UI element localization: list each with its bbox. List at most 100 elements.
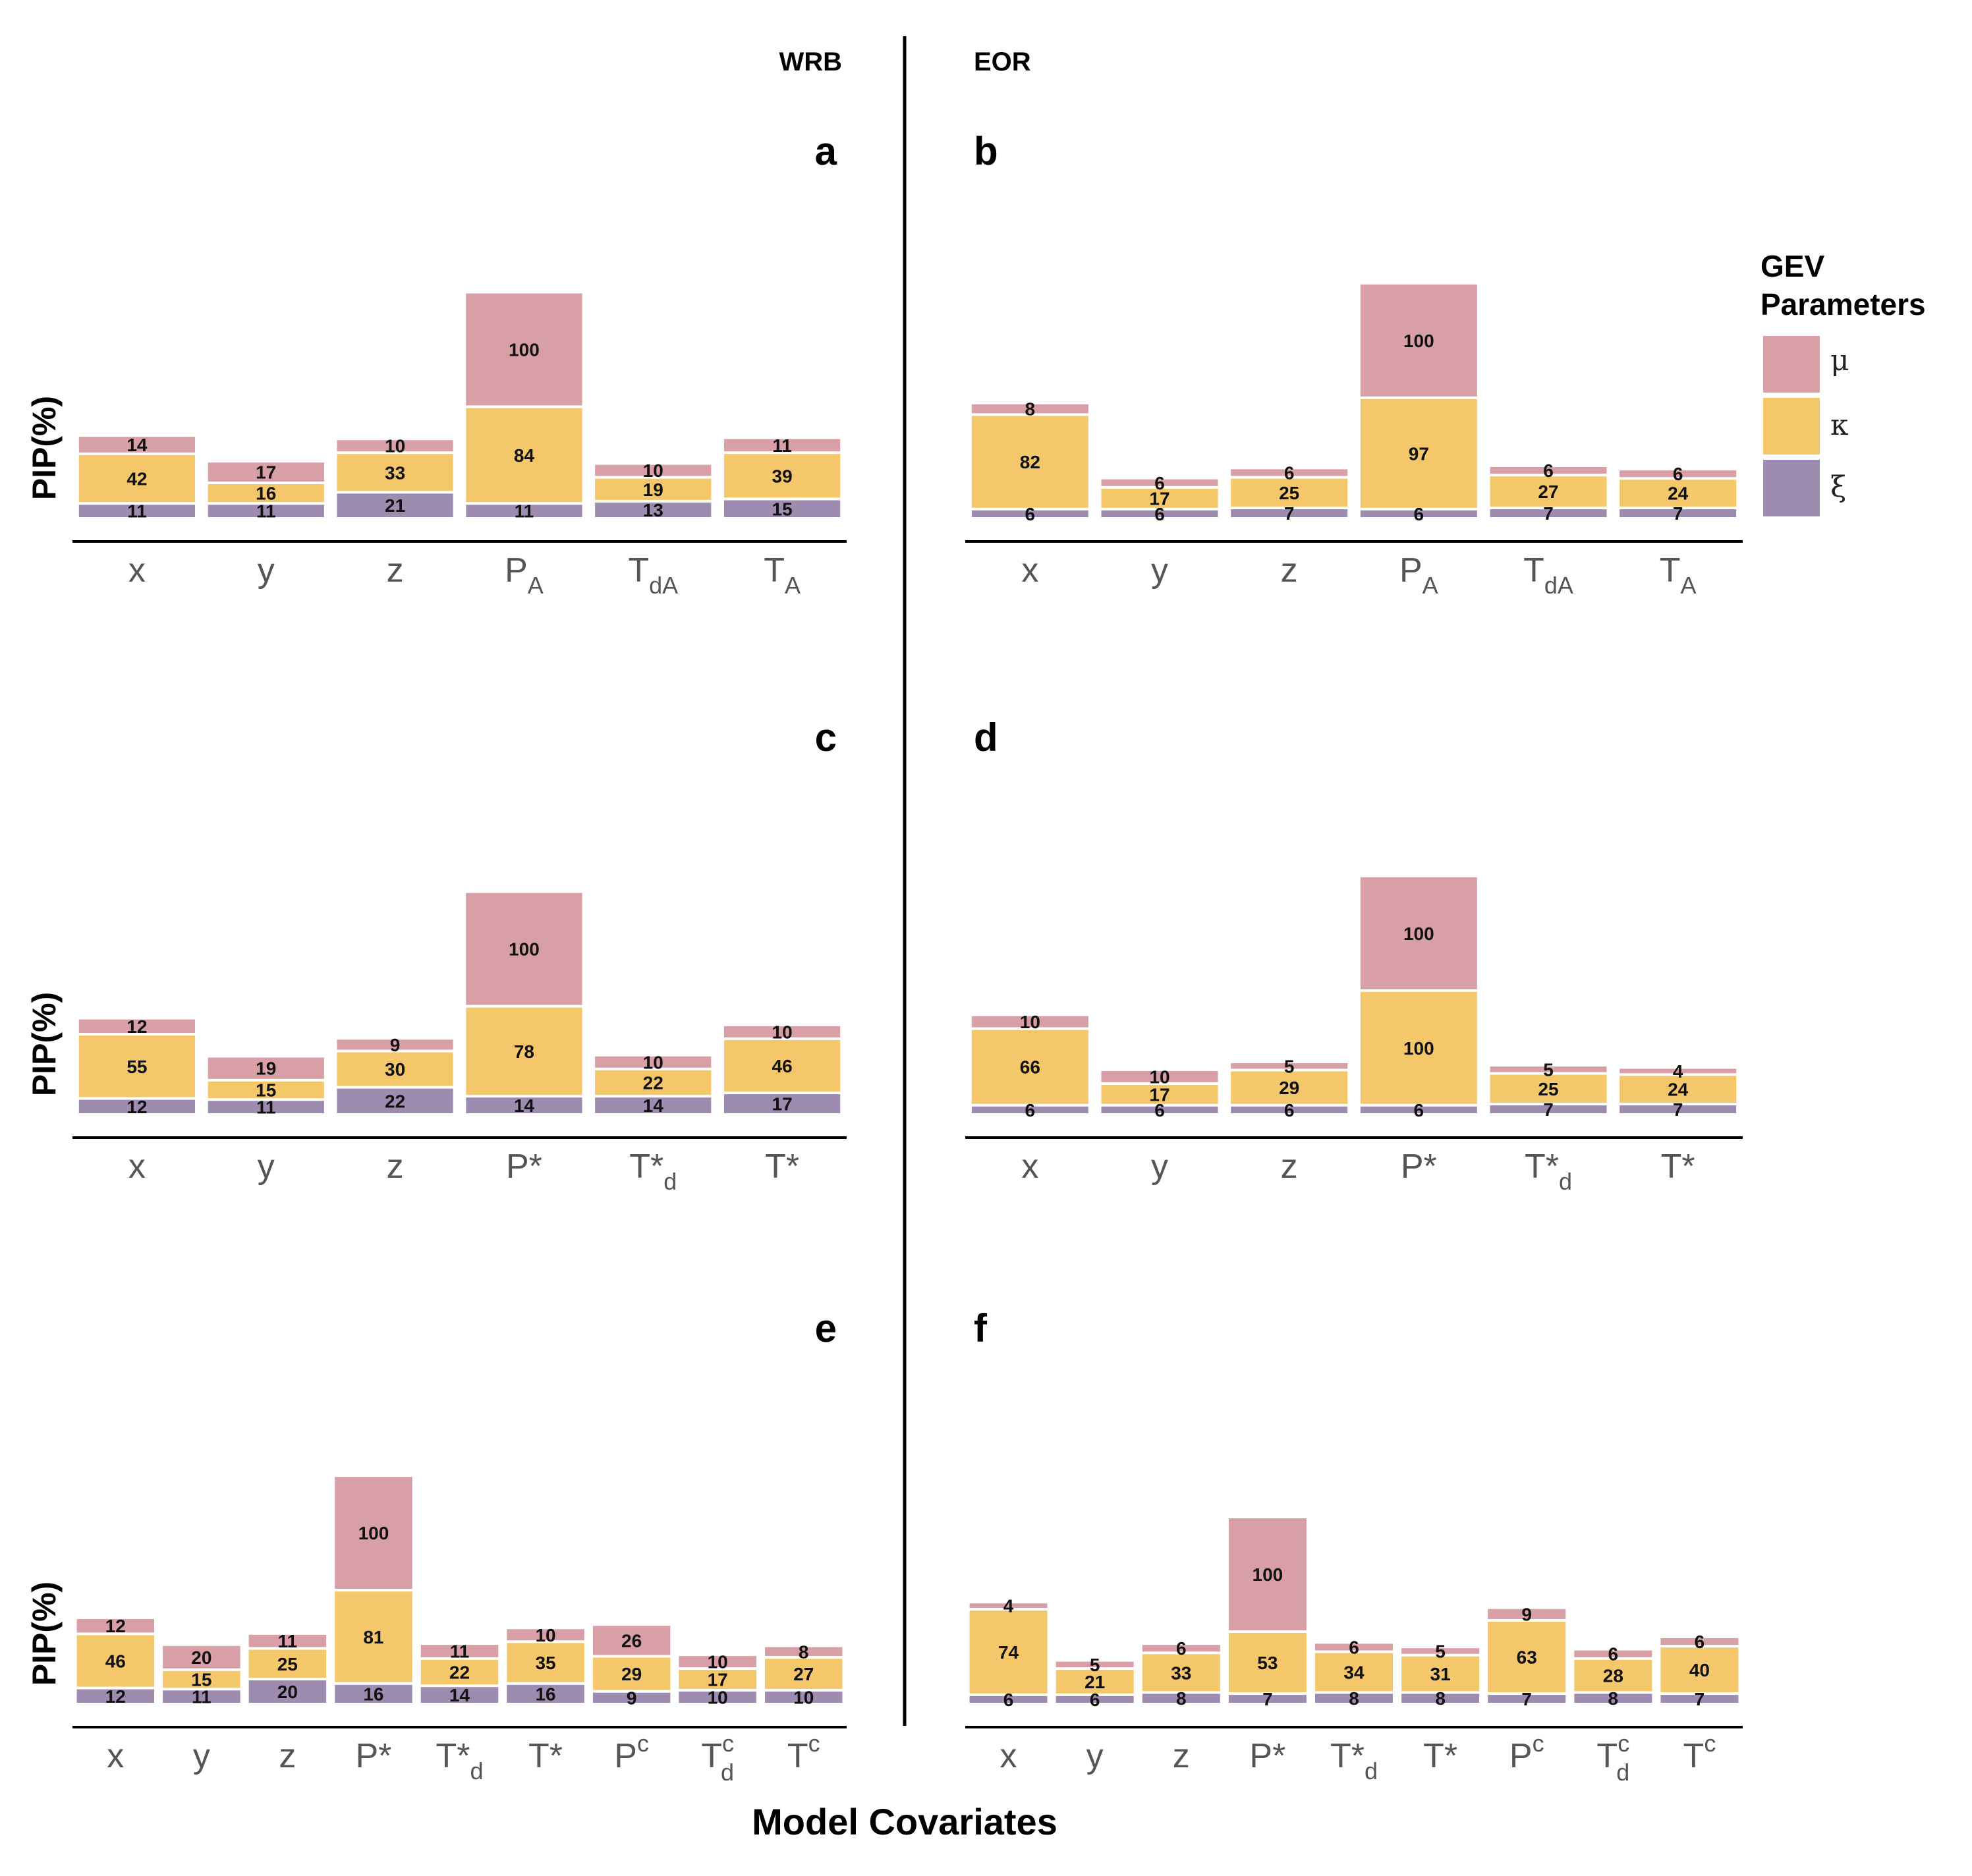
data-label-mu: 11 bbox=[450, 1641, 470, 1661]
tick-label: P* bbox=[1401, 1147, 1437, 1186]
bar-segment-kappa bbox=[76, 1635, 155, 1687]
data-label-xi: 6 bbox=[1414, 1100, 1424, 1120]
data-label-kappa: 84 bbox=[514, 445, 535, 466]
data-label-mu: 10 bbox=[1020, 1012, 1040, 1032]
bar-segment-mu bbox=[1101, 1070, 1218, 1082]
bar-segment-kappa bbox=[592, 1657, 671, 1690]
data-label-mu: 5 bbox=[1543, 1059, 1554, 1080]
bar-segment-kappa bbox=[1360, 399, 1477, 508]
legend-title-line2: Parameters bbox=[1761, 287, 1926, 321]
tick-label: y bbox=[1151, 551, 1168, 590]
tick-label: z bbox=[387, 551, 404, 590]
data-label-mu: 10 bbox=[643, 460, 663, 481]
bar-segment-kappa bbox=[78, 1035, 196, 1097]
data-label-mu: 6 bbox=[1284, 463, 1295, 483]
tick-label: x bbox=[128, 1147, 146, 1186]
data-label-xi: 10 bbox=[708, 1688, 728, 1708]
bar-segment-kappa bbox=[1620, 1076, 1737, 1103]
bar-segment-xi bbox=[971, 1106, 1088, 1113]
data-label-kappa: 22 bbox=[643, 1073, 663, 1093]
bar-segment-mu bbox=[971, 404, 1088, 414]
bar-segment-xi bbox=[1490, 509, 1607, 517]
panel-f: f6744x6215y8336z753100P*8346T*d8315T*763… bbox=[965, 1306, 1743, 1786]
data-label-xi: 11 bbox=[127, 501, 147, 522]
data-label-mu: 11 bbox=[772, 435, 792, 456]
y-axis-label-c: PIP(%) bbox=[26, 992, 63, 1096]
bar-segment-kappa bbox=[1231, 1071, 1348, 1104]
data-label-kappa: 25 bbox=[1538, 1079, 1558, 1099]
tick-label: T* bbox=[1661, 1147, 1695, 1186]
bar-segment-kappa bbox=[764, 1659, 843, 1689]
bar-segment-mu bbox=[208, 462, 324, 482]
bar-segment-mu bbox=[1620, 1068, 1737, 1074]
tick-label: P* bbox=[506, 1147, 542, 1186]
bar-segment-kappa bbox=[1315, 1653, 1393, 1692]
bar-segment-mu bbox=[969, 1603, 1048, 1608]
tick-label: Tc d bbox=[701, 1730, 734, 1786]
data-label-mu: 17 bbox=[256, 462, 276, 483]
bar-segment-xi bbox=[1142, 1694, 1220, 1703]
tick-label: y bbox=[258, 551, 275, 590]
bar-segment-xi bbox=[1360, 1106, 1477, 1113]
data-label-kappa: 33 bbox=[385, 462, 405, 483]
data-label-xi: 16 bbox=[535, 1684, 555, 1704]
data-label-kappa: 81 bbox=[363, 1627, 383, 1647]
bar-segment-xi bbox=[420, 1687, 499, 1703]
data-label-mu: 100 bbox=[1403, 331, 1434, 351]
bar-segment-xi bbox=[208, 505, 324, 517]
y-axis-label-e: PIP(%) bbox=[26, 1582, 63, 1686]
bar-segment-kappa bbox=[595, 478, 712, 500]
panel-letter-e: e bbox=[815, 1306, 837, 1350]
data-label-xi: 12 bbox=[105, 1686, 126, 1707]
data-label-kappa: 78 bbox=[514, 1041, 534, 1062]
data-label-xi: 7 bbox=[1521, 1689, 1532, 1709]
bar-segment-xi bbox=[723, 500, 841, 517]
data-label-xi: 8 bbox=[1435, 1688, 1446, 1709]
data-label-kappa: 15 bbox=[256, 1080, 276, 1101]
data-label-kappa: 25 bbox=[277, 1654, 298, 1674]
tick-label: x bbox=[128, 551, 146, 590]
data-label-kappa: 66 bbox=[1020, 1057, 1040, 1078]
data-label-mu: 10 bbox=[1149, 1066, 1169, 1087]
data-label-xi: 14 bbox=[449, 1685, 470, 1705]
bar-segment-xi bbox=[1660, 1695, 1739, 1703]
bar-segment-mu bbox=[208, 1057, 324, 1079]
bar-segment-kappa bbox=[466, 408, 582, 503]
tick-label: T* bbox=[765, 1147, 799, 1186]
bar-segment-kappa bbox=[1101, 488, 1218, 508]
tick-label: z bbox=[1173, 1737, 1190, 1775]
bar-segment-mu bbox=[1360, 284, 1477, 397]
data-label-kappa: 74 bbox=[998, 1642, 1019, 1663]
bar-segment-mu bbox=[163, 1645, 240, 1669]
data-label-xi: 6 bbox=[1003, 1690, 1014, 1710]
data-label-xi: 16 bbox=[363, 1684, 383, 1704]
bar-segment-mu bbox=[1315, 1643, 1393, 1651]
data-label-kappa: 82 bbox=[1020, 452, 1040, 472]
legend-label-mu: μ bbox=[1830, 344, 1849, 377]
data-label-xi: 6 bbox=[1414, 504, 1424, 524]
data-label-kappa: 24 bbox=[1668, 1080, 1689, 1100]
bar-segment-xi bbox=[78, 1099, 196, 1113]
tick-label: y bbox=[193, 1737, 210, 1775]
eor-title: EOR bbox=[974, 47, 1031, 76]
bar-segment-kappa bbox=[78, 455, 196, 503]
bar-segment-kappa bbox=[595, 1070, 712, 1095]
panel-e: e124612x111520y202511z1681100P*142211T*d… bbox=[72, 1306, 847, 1786]
bar-segment-kappa bbox=[337, 454, 453, 491]
bar-segment-kappa bbox=[337, 1052, 453, 1086]
bar-segment-xi bbox=[679, 1692, 756, 1703]
panel-letter-f: f bbox=[974, 1306, 988, 1350]
data-label-kappa: 22 bbox=[449, 1663, 470, 1683]
bar-segment-xi bbox=[1488, 1695, 1566, 1703]
data-label-kappa: 35 bbox=[535, 1653, 555, 1673]
tick-label: TA bbox=[1660, 551, 1697, 599]
tick-label: Pc bbox=[614, 1730, 649, 1775]
data-label-xi: 11 bbox=[192, 1687, 211, 1707]
bar-segment-xi bbox=[337, 493, 453, 517]
data-label-mu: 100 bbox=[1253, 1564, 1283, 1585]
bar-segment-xi bbox=[507, 1684, 584, 1703]
data-label-mu: 100 bbox=[1403, 924, 1434, 944]
data-label-xi: 21 bbox=[385, 495, 405, 516]
data-label-xi: 17 bbox=[772, 1094, 793, 1115]
data-label-kappa: 29 bbox=[621, 1664, 642, 1684]
